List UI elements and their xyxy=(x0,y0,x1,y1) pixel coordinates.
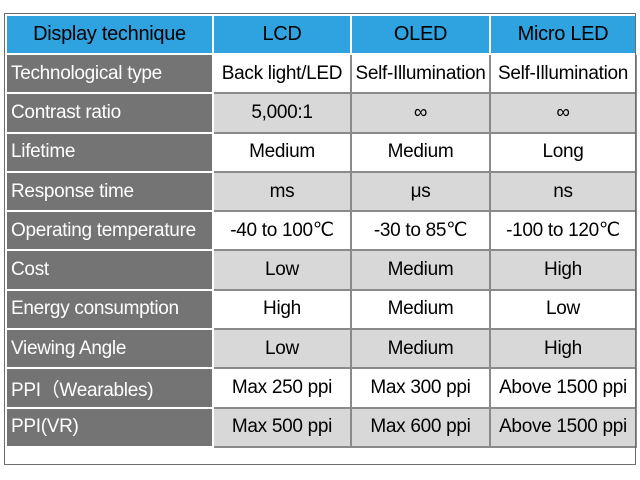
table-cell: Medium xyxy=(350,288,491,331)
table-cell: ms xyxy=(212,170,352,213)
table-row: PPI（Wearables) Max 250 ppi Max 300 ppi A… xyxy=(5,367,637,409)
table-cell: Medium xyxy=(212,131,352,173)
table-cell: Medium xyxy=(350,131,491,173)
table-cell: High xyxy=(212,288,352,331)
header-lcd: LCD xyxy=(212,14,352,55)
table-row: Energy consumption High Medium Low xyxy=(5,288,637,331)
table-cell: Medium xyxy=(350,328,491,370)
row-label: PPI（Wearables) xyxy=(5,367,214,409)
table-cell: Max 600 ppi xyxy=(350,406,491,448)
table-row: Contrast ratio 5,000:1 ∞ ∞ xyxy=(5,92,637,134)
table-row: Response time ms μs ns xyxy=(5,170,637,213)
row-label: Cost xyxy=(5,249,214,291)
table-cell: Back light/LED xyxy=(212,52,352,95)
table-cell: Low xyxy=(212,249,352,291)
table-row: Cost Low Medium High xyxy=(5,249,637,291)
row-label: Technological type xyxy=(5,52,214,95)
table-cell: Above 1500 ppi xyxy=(489,406,637,448)
table-cell: Above 1500 ppi xyxy=(489,367,637,409)
row-label: PPI(VR) xyxy=(5,406,214,448)
row-label: Energy consumption xyxy=(5,288,214,331)
table-cell: High xyxy=(489,249,637,291)
row-label: Viewing Angle xyxy=(5,328,214,370)
table-cell: Medium xyxy=(350,249,491,291)
table-cell: High xyxy=(489,328,637,370)
table-cell: -100 to 120℃ xyxy=(489,210,637,252)
table-row: Viewing Angle Low Medium High xyxy=(5,328,637,370)
row-label: Contrast ratio xyxy=(5,92,214,134)
table-cell: ∞ xyxy=(489,92,637,134)
table-cell: ns xyxy=(489,170,637,213)
table-cell: Max 300 ppi xyxy=(350,367,491,409)
comparison-table: Display technique LCD OLED Micro LED Tec… xyxy=(5,14,637,448)
header-micro-led: Micro LED xyxy=(489,14,637,55)
table-cell: Low xyxy=(489,288,637,331)
header-oled: OLED xyxy=(350,14,491,55)
table-cell: -30 to 85℃ xyxy=(350,210,491,252)
table-cell: μs xyxy=(350,170,491,213)
table-row: Technological type Back light/LED Self-I… xyxy=(5,52,637,95)
table-cell: -40 to 100℃ xyxy=(212,210,352,252)
row-label: Lifetime xyxy=(5,131,214,173)
row-label: Operating temperature xyxy=(5,210,214,252)
table-row: Operating temperature -40 to 100℃ -30 to… xyxy=(5,210,637,252)
table-cell: ∞ xyxy=(350,92,491,134)
table-cell: Low xyxy=(212,328,352,370)
table-cell: Max 500 ppi xyxy=(212,406,352,448)
header-display-technique: Display technique xyxy=(5,14,214,55)
header-row: Display technique LCD OLED Micro LED xyxy=(5,14,637,55)
table-cell: Self-Illumination xyxy=(350,52,491,95)
table-row: Lifetime Medium Medium Long xyxy=(5,131,637,173)
table-row: PPI(VR) Max 500 ppi Max 600 ppi Above 15… xyxy=(5,406,637,448)
row-label: Response time xyxy=(5,170,214,213)
table-cell: Self-Illumination xyxy=(489,52,637,95)
table-cell: Long xyxy=(489,131,637,173)
table-cell: Max 250 ppi xyxy=(212,367,352,409)
table-cell: 5,000:1 xyxy=(212,92,352,134)
